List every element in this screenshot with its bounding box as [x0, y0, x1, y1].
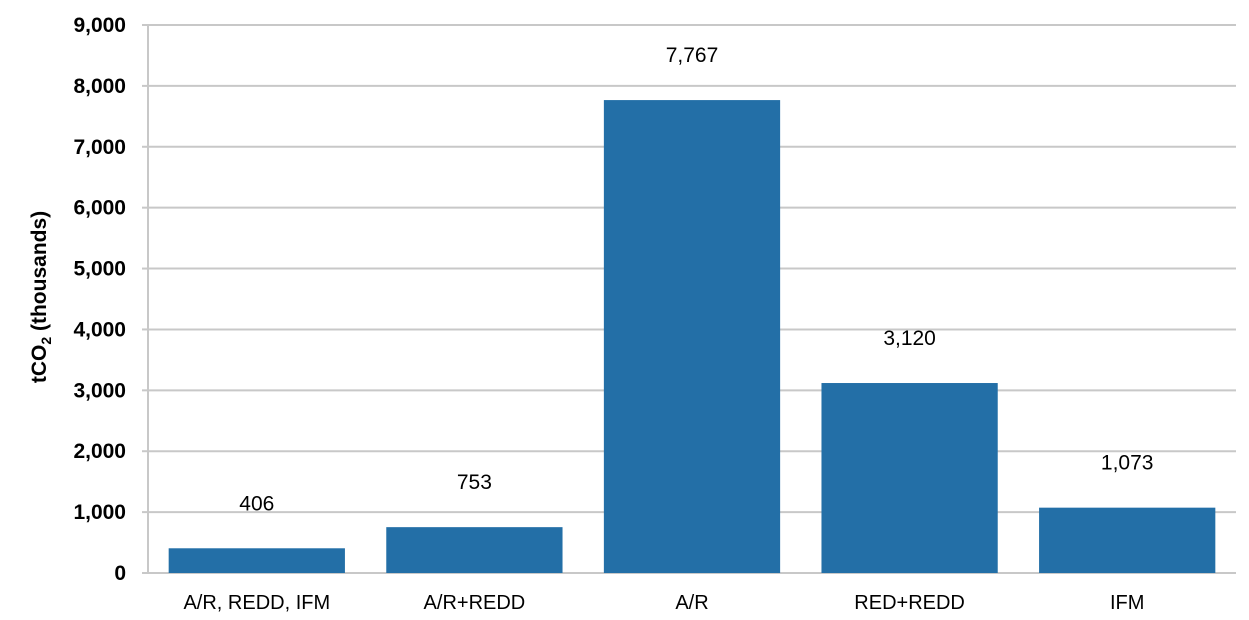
y-tick-label: 9,000 — [73, 14, 126, 37]
x-tick-label: RED+REDD — [854, 592, 965, 614]
bar-value-label: 406 — [239, 492, 274, 515]
y-tick-labels: 0 1,000 2,000 3,000 4,000 5,000 6,000 7,000 8,00… — [73, 14, 126, 585]
x-tick-label: A/R, REDD, IFM — [183, 592, 330, 614]
y-tick-label: 7,000 — [73, 136, 126, 159]
bar — [603, 100, 781, 574]
bar — [386, 527, 563, 573]
bars — [168, 100, 1216, 574]
bar-value-label: 753 — [457, 471, 492, 494]
x-tick-labels: A/R, REDD, IFM A/R+REDD A/R RED+REDD IFM — [183, 592, 1144, 614]
y-tick-label: 5,000 — [73, 258, 126, 281]
y-tick-label: 6,000 — [73, 197, 126, 220]
y-tick-label: 0 — [114, 562, 126, 585]
y-tick-label: 2,000 — [73, 440, 126, 463]
bar-value-label: 3,120 — [883, 327, 936, 350]
bar-value-label: 1,073 — [1101, 452, 1154, 475]
y-axis-label-rest: (thousands) — [28, 211, 51, 337]
y-tick-label: 3,000 — [73, 379, 126, 402]
bar — [168, 548, 345, 573]
y-tick-label: 4,000 — [73, 318, 126, 341]
x-tick-label: IFM — [1110, 592, 1144, 614]
bar — [1039, 507, 1216, 573]
y-axis-label-main: tCO — [28, 345, 51, 384]
x-tick-label: A/R+REDD — [424, 592, 526, 614]
y-tick-label: 8,000 — [73, 75, 126, 98]
y-axis-label: tCO2 (thousands) — [28, 211, 54, 383]
bar — [821, 383, 998, 573]
y-axis-label-subscript: 2 — [38, 337, 54, 345]
bar-value-label: 7,767 — [666, 44, 719, 67]
x-tick-label: A/R — [675, 592, 708, 614]
data-labels: 406 753 7,767 3,120 1,073 — [239, 44, 1153, 515]
y-tick-label: 1,000 — [73, 501, 126, 524]
